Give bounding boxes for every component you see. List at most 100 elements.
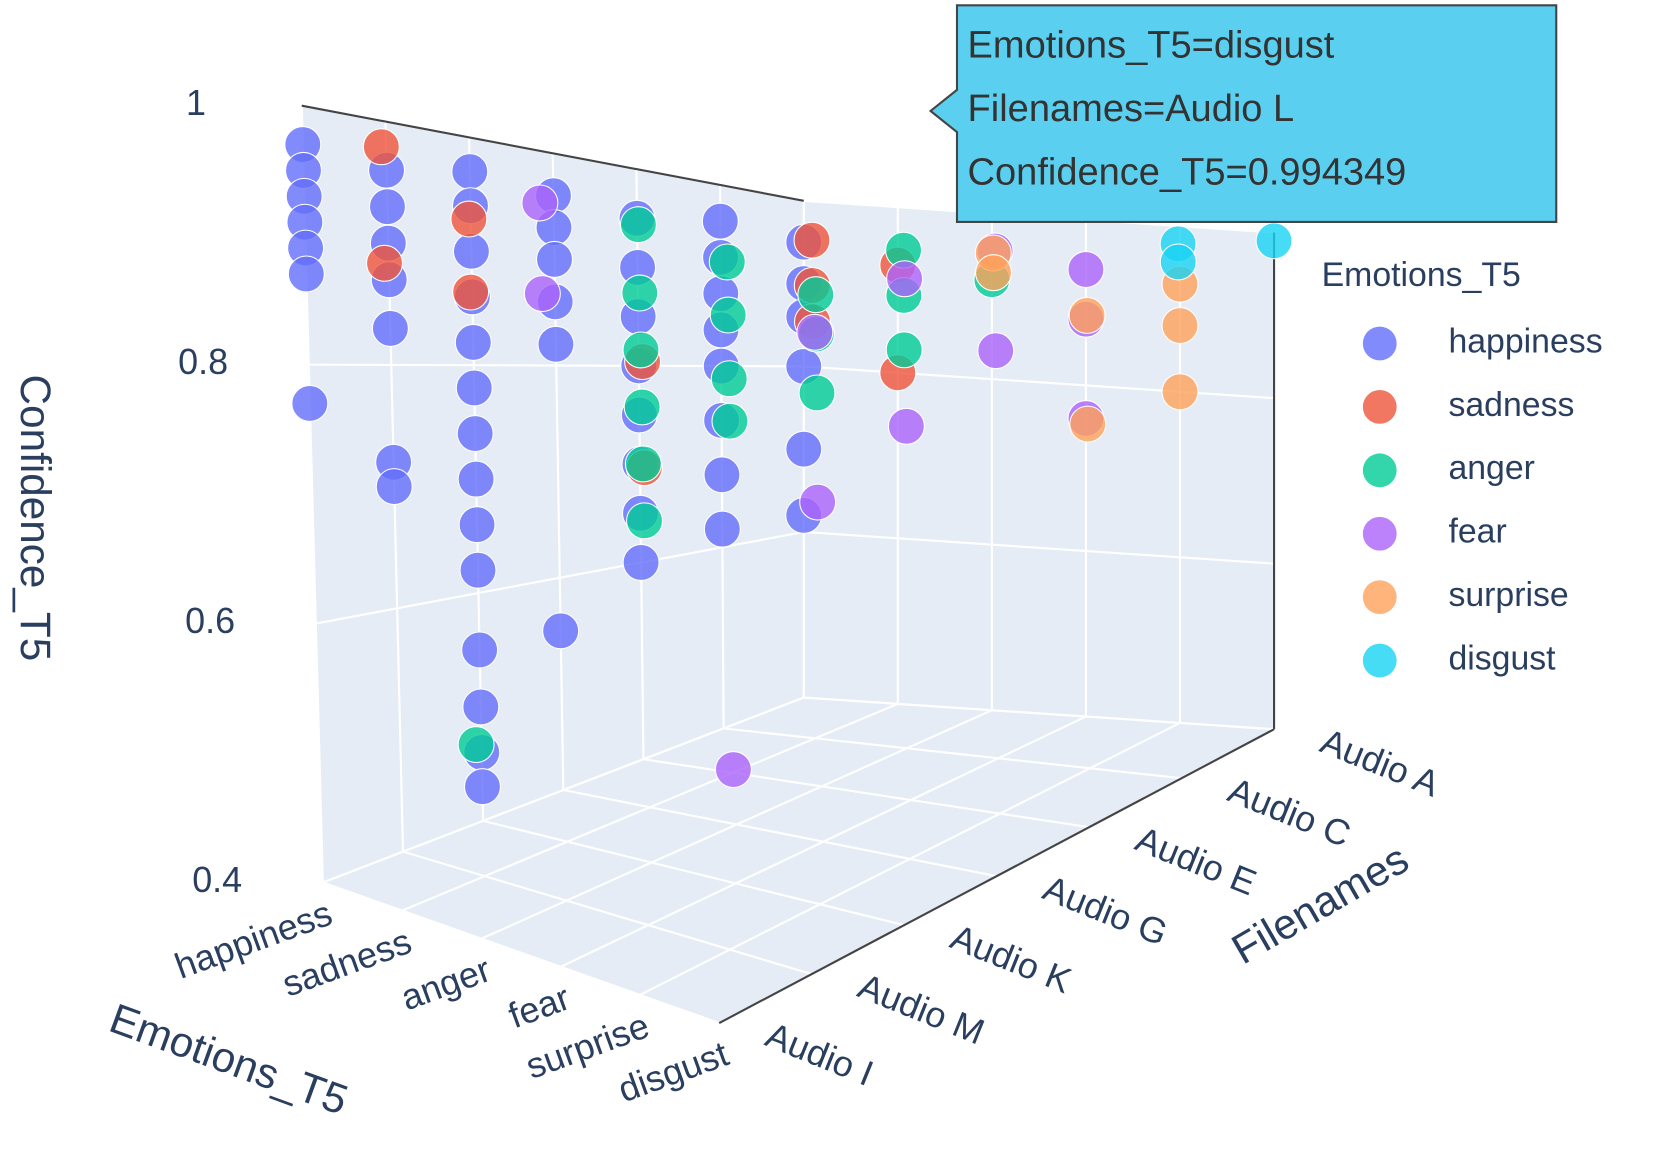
point: [885, 331, 923, 369]
legend-marker: [1362, 453, 1397, 488]
point: [797, 276, 835, 314]
legend-title: Emotions_T5: [1322, 256, 1521, 294]
legend-marker: [1362, 643, 1397, 678]
z-tick-label: 0.6: [185, 600, 235, 641]
point: [622, 331, 660, 369]
point: [463, 768, 501, 806]
point: [462, 688, 500, 726]
point: [701, 202, 739, 240]
point: [796, 313, 834, 351]
legend-label: happiness: [1448, 322, 1602, 360]
point: [371, 309, 409, 347]
y-tick-label: Audio K: [945, 916, 1077, 1001]
tooltip-box: [928, 4, 1558, 224]
left-wall: [301, 105, 804, 883]
z-axis-title: Confidence_T5: [12, 375, 59, 662]
z-tick-label: 0.4: [192, 859, 242, 900]
floor: [322, 697, 1275, 1024]
point: [624, 445, 662, 483]
point: [457, 726, 495, 764]
legend-marker: [1362, 326, 1397, 361]
point: [457, 460, 495, 498]
point: [366, 244, 404, 282]
legend-label: fear: [1448, 513, 1506, 551]
z-tick-label: 0.8: [178, 341, 228, 382]
point: [1069, 405, 1107, 443]
point: [1161, 373, 1199, 411]
z-grid-line: [803, 530, 1275, 565]
point: [793, 221, 831, 259]
point: [459, 551, 497, 589]
point: [454, 323, 492, 361]
point: [886, 260, 924, 298]
y-tick-label: Audio G: [1038, 867, 1174, 954]
point: [368, 188, 406, 226]
point: [709, 296, 747, 334]
point: [621, 274, 659, 312]
point: [542, 612, 580, 650]
y-tick-label: Audio C: [1223, 769, 1357, 855]
box-edge: [301, 104, 804, 202]
y-grid-line: [563, 788, 997, 878]
legend: happiness sadness anger fear surprise disgust: [1362, 322, 1603, 678]
point: [461, 631, 499, 669]
point: [703, 456, 741, 494]
y-grid-line: [803, 696, 1275, 731]
z-tick-label: 1: [186, 82, 206, 123]
point: [622, 544, 660, 581]
point: [537, 325, 575, 363]
x-axis-title: Emotions_T5: [104, 994, 354, 1123]
point: [1159, 243, 1197, 281]
point: [798, 374, 836, 412]
point: [1161, 307, 1199, 345]
point: [619, 206, 657, 244]
points: [284, 126, 1293, 806]
point: [977, 332, 1015, 370]
point: [975, 254, 1013, 292]
y-tick-label: Audio A: [1315, 720, 1445, 804]
x-tick-label: fear: [503, 976, 575, 1036]
tooltip-line: Filenames=Audio L: [968, 88, 1295, 130]
tooltip-line: Confidence_T5=0.994349: [968, 151, 1407, 193]
legend-marker: [1362, 516, 1397, 551]
legend-label: anger: [1448, 449, 1534, 487]
y-grid-line: [322, 881, 720, 1025]
point: [887, 407, 925, 445]
legend-marker: [1362, 580, 1397, 615]
legend-label: sadness: [1448, 386, 1574, 424]
point: [521, 184, 559, 222]
point: [708, 243, 746, 281]
point: [703, 510, 741, 548]
point: [1068, 296, 1106, 334]
point: [375, 468, 413, 506]
point: [714, 751, 752, 788]
point: [785, 430, 823, 468]
point: [452, 273, 490, 311]
point: [523, 275, 561, 313]
y-tick-label: Audio M: [853, 965, 991, 1052]
point: [710, 360, 748, 398]
point: [455, 369, 493, 407]
y-tick-label: Audio E: [1130, 818, 1262, 903]
legend-marker: [1362, 389, 1397, 424]
point: [458, 506, 496, 544]
legend-label: surprise: [1448, 576, 1568, 614]
point: [291, 384, 329, 422]
point: [711, 402, 749, 440]
point: [456, 415, 494, 453]
point: [1255, 222, 1293, 260]
point: [452, 232, 490, 270]
point: [362, 128, 400, 166]
point: [1067, 251, 1105, 288]
point: [450, 200, 488, 238]
y-grid-line: [723, 727, 1182, 780]
point: [623, 388, 661, 426]
tooltip-line: Emotions_T5=disgust: [968, 25, 1335, 67]
hover-tooltip: Emotions_T5=disgust Filenames=Audio L Conf…: [928, 4, 1558, 224]
point: [287, 255, 325, 293]
point: [451, 153, 489, 191]
y-axis-title: Filenames: [1224, 835, 1416, 973]
point: [626, 502, 664, 540]
point: [799, 483, 837, 521]
